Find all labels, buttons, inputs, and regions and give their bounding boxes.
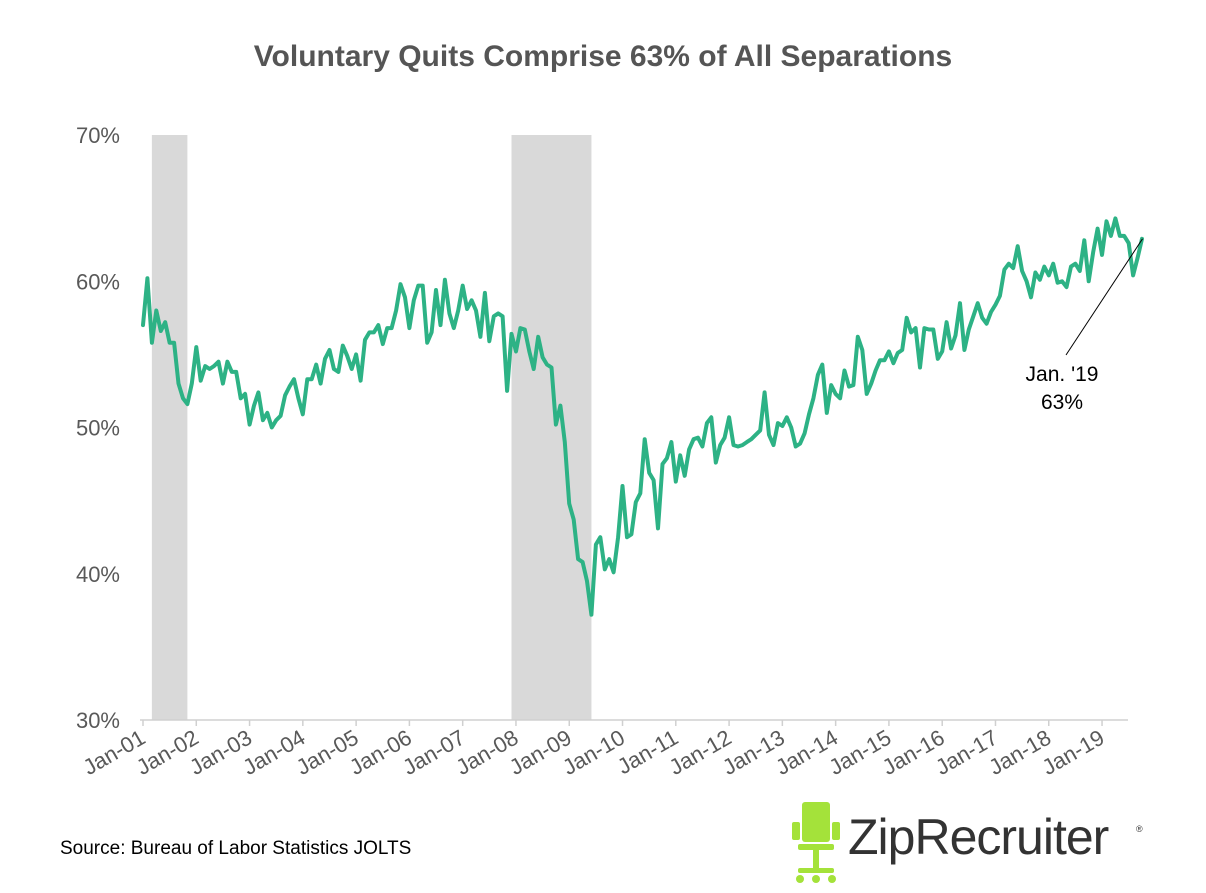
x-axis-labels: Jan-01Jan-02Jan-03Jan-04Jan-05Jan-06Jan-… <box>79 725 1109 780</box>
x-tick-label: Jan-19 <box>1038 725 1109 780</box>
y-tick-label: 30% <box>76 708 120 733</box>
ziprecruiter-logo: ZipRecruiter ® <box>790 800 1150 885</box>
y-tick-label: 70% <box>76 123 120 148</box>
annotation: Jan. '19 63% <box>1026 238 1143 414</box>
logo-wordmark: ZipRecruiter <box>848 809 1109 865</box>
series-line <box>141 216 1144 617</box>
source-note: Source: Bureau of Labor Statistics JOLTS <box>60 838 412 859</box>
y-tick-label: 50% <box>76 416 120 441</box>
annotation-date: Jan. '19 <box>1026 363 1099 386</box>
recession-band-1 <box>151 135 188 720</box>
series-layer <box>141 216 1144 617</box>
x-tick-label: Jan-10 <box>558 725 629 780</box>
recession-band-2 <box>511 135 592 720</box>
annotation-leader-line <box>1065 238 1143 356</box>
y-tick-label: 40% <box>76 562 120 587</box>
chart-title: Voluntary Quits Comprise 63% of All Sepa… <box>253 40 953 73</box>
x-axis <box>140 719 1128 726</box>
y-tick-label: 60% <box>76 269 120 294</box>
y-axis-labels: 30% 40% 50% 60% 70% <box>76 123 120 733</box>
recession-bands <box>151 135 592 720</box>
registered-mark: ® <box>1136 824 1143 834</box>
annotation-value: 63% <box>1041 391 1083 414</box>
chair-icon <box>792 802 840 883</box>
